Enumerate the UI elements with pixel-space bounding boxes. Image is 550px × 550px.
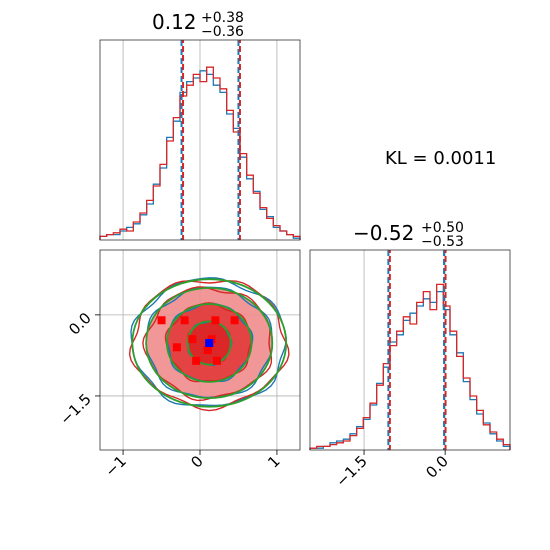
joint-blue-point [205,338,214,347]
joint-x-ticks: −1 0 1 [102,450,284,480]
marginal-2-xtick-label-0: −1.5 [332,452,370,490]
joint-xtick-label-1: 0 [187,452,206,471]
joint-red-point-4 [188,335,197,344]
joint-ytick-label-0: −1.5 [56,390,94,428]
marginal-2-title-value: −0.52 [353,221,414,245]
joint-xtick-label-0: −1 [102,452,130,480]
joint-contour-green-3 [131,278,288,408]
marginal-1-hist-red [99,66,301,240]
joint-panel: −1 0 1 −1.5 0.0 [56,249,301,480]
marginal-2-hist-blue [309,290,511,450]
joint-contour-green-0 [186,320,232,366]
marginal-1-histograms [99,66,301,240]
joint-red-point-1 [180,316,189,325]
marginal-2-frame [309,249,511,451]
joint-contour-green-1 [166,303,253,383]
marginal-2-quantile-lines [387,250,447,450]
joint-red-point-8 [212,356,221,365]
joint-red-point-0 [157,316,166,325]
joint-red-point-9 [203,346,212,354]
joint-red-point-2 [211,316,220,325]
joint-red-point-3 [230,316,239,325]
marginal-2-grid [363,250,446,450]
joint-y-ticks: −1.5 0.0 [56,309,100,429]
marginal-2-title-plus: +0.50 [421,220,464,236]
joint-ytick-label-1: 0.0 [65,309,95,339]
marginal-2-xtick-label-1: 0.0 [422,452,452,482]
marginal-panel-param-1: 0.12 +0.38 −0.36 [99,10,301,241]
marginal-2-x-ticks: −1.5 0.0 [332,450,452,491]
marginal-2-hist-red [309,283,511,450]
kl-label: KL = 0.0011 [385,148,496,169]
marginal-2-histograms [309,283,511,450]
joint-red-point-7 [192,356,201,365]
joint-contour-green-2 [145,286,274,400]
marginal-panel-param-2: −1.5 0.0 −0.52 +0.50 −0.53 [309,220,511,491]
marginal-1-title-minus: −0.36 [201,24,244,40]
joint-red-point-6 [172,343,181,352]
joint-grid [100,250,300,450]
marginal-1-title-plus: +0.38 [201,10,244,26]
joint-xtick-label-2: 1 [264,452,283,471]
marginal-1-title-value: 0.12 [152,10,197,34]
joint-markers [157,316,239,365]
marginal-1-quantile-lines [180,40,241,240]
marginal-2-title-minus: −0.53 [421,234,464,250]
marginal-1-frame [99,39,301,241]
